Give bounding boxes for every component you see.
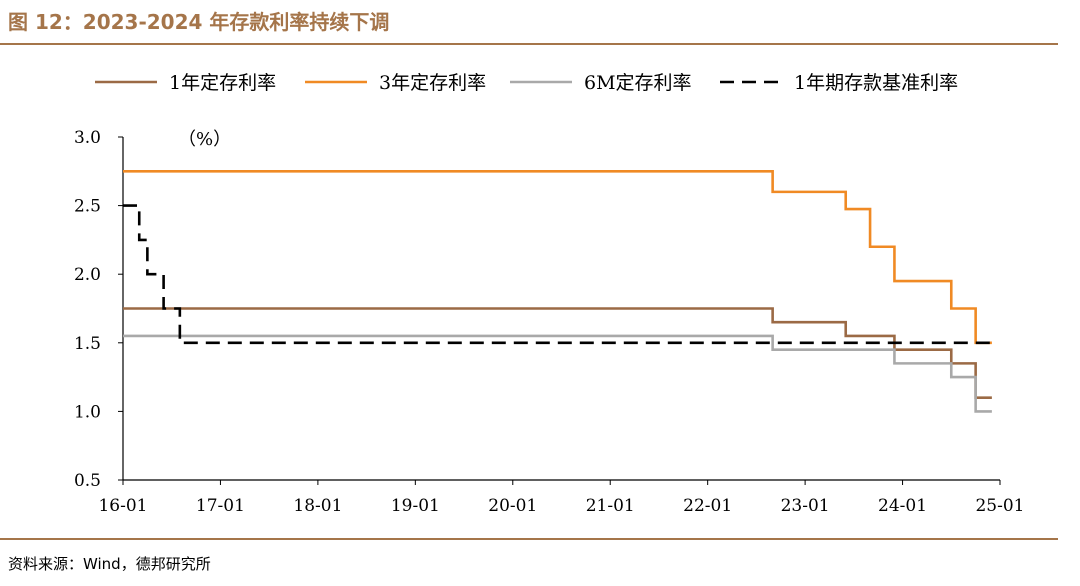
legend-label-2: 3年定存利率 [379, 72, 486, 94]
chart-series [123, 170, 992, 413]
legend-label-3: 6M定存利率 [584, 72, 692, 94]
x-tick-label: 23-01 [781, 496, 830, 516]
x-tick-label: 17-01 [196, 496, 245, 516]
y-tick-label: 2.5 [74, 197, 101, 217]
y-tick-label: 0.5 [74, 471, 101, 491]
y-tick-label: 1.0 [74, 402, 101, 422]
legend-label-1: 1年定存利率 [169, 72, 276, 94]
x-tick-label: 25-01 [975, 496, 1024, 516]
x-tick-label: 24-01 [878, 496, 927, 516]
series-line-1 [123, 307, 992, 399]
x-tick-label: 19-01 [391, 496, 440, 516]
series-line-2 [123, 170, 992, 345]
chart-axes: 0.5 1.0 1.5 2.0 2.5 3.0 16-01 17-01 18-01 19-01 20… [74, 128, 1025, 516]
x-tick-label: 18-01 [293, 496, 342, 516]
y-tick-label: 2.0 [74, 265, 101, 285]
x-tick-label: 21-01 [586, 496, 635, 516]
x-tick-label: 16-01 [98, 496, 147, 516]
y-tick-label: 1.5 [74, 334, 101, 354]
title-rule [0, 43, 1058, 45]
legend-label-4: 1年期存款基准利率 [794, 72, 958, 94]
source-note: 资料来源：Wind，德邦研究所 [8, 555, 211, 573]
source-rule [0, 538, 1058, 540]
x-tick-label: 22-01 [683, 496, 732, 516]
figure-title: 图 12：2023-2024 年存款利率持续下调 [8, 10, 390, 34]
y-tick-label: 3.0 [74, 128, 101, 148]
unit-label: （%） [178, 129, 231, 150]
series-line-4 [123, 204, 992, 345]
x-tick-label: 20-01 [488, 496, 537, 516]
series-line-3 [123, 334, 992, 413]
chart-legend: 1年定存利率 3年定存利率 6M定存利率 1年期存款基准利率 [95, 72, 958, 94]
